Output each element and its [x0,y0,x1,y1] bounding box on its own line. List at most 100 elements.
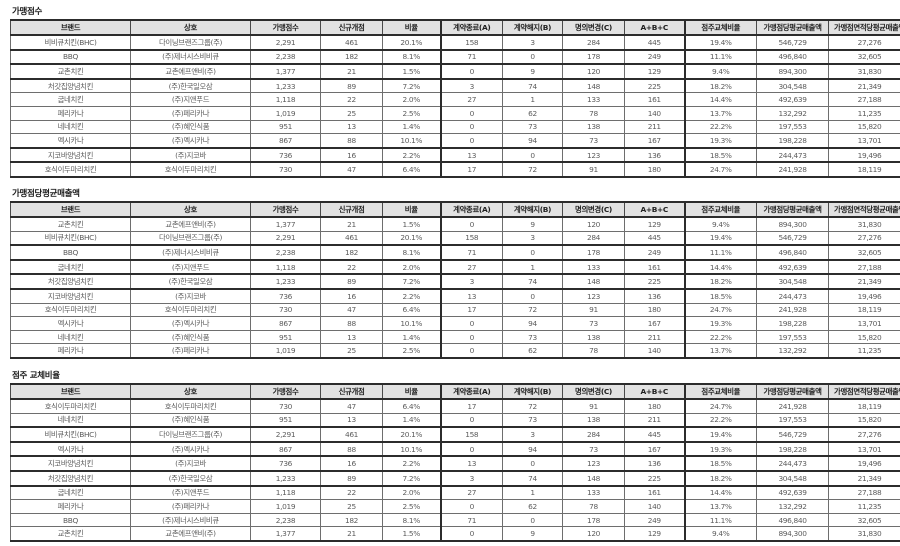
table-row[interactable]: BBQ (주)제너시스비비큐 2,238 182 8.1% 71 0 178 249 11.1% 4… [10,48,900,65]
cell-avg-sales: 492,639 [756,92,829,107]
col-header-ratio[interactable]: 비율 [382,19,441,36]
table-row[interactable]: 교촌치킨 교촌에프앤비(주) 1,377 21 1.5% 0 9 120 129 9.4% 894,… [10,526,900,542]
col-header-new-open[interactable]: 신규개점 [320,201,383,218]
table-row[interactable]: 페리카나 (주)페리카나 1,019 25 2.5% 0 62 78 140 13.7% 132,2… [10,499,900,514]
cell-contract-end: 3 [439,77,503,94]
cell-avg-sales-area: 32,605 [828,244,900,261]
table-row[interactable]: 교촌치킨 교촌에프앤비(주) 1,377 21 1.5% 0 9 120 129 9.4% 894,… [10,63,900,80]
table-row[interactable]: 호식이두마리치킨 호식이두마리치킨 730 47 6.4% 17 72 91 180 24.7% 2… [10,398,900,414]
table-row[interactable]: 네네치킨 (주)혜인식품 951 13 1.4% 0 73 138 211 22.2% 197,55… [10,329,900,345]
col-header-contract-end[interactable]: 계약종료(A) [439,383,503,400]
table-row[interactable]: 비비큐치킨(BHC) 다이닝브랜즈그룹(주) 2,291 461 20.1% 158 3 28… [10,230,900,246]
col-header-stores[interactable]: 가맹점수 [250,19,321,36]
cell-contract-end: 0 [439,343,503,359]
cell-contract-cancel: 62 [502,105,563,121]
table-row[interactable]: 네네치킨 (주)혜인식품 951 13 1.4% 0 73 138 211 22.2% 197,55… [10,119,900,135]
table-row[interactable]: BBQ (주)제너시스비비큐 2,238 182 8.1% 71 0 178 249 11.1% 4… [10,244,900,261]
cell-avg-sales-area: 11,235 [828,499,900,514]
cell-avg-sales-area: 19,496 [828,455,900,472]
table-row[interactable]: 호식이두마리치킨 호식이두마리치킨 730 47 6.4% 17 72 91 180 24.7% 2… [10,302,900,318]
col-header-contract-cancel[interactable]: 계약해지(B) [502,19,563,36]
table-row[interactable]: 멕시카나 (주)멕시카나 867 88 10.1% 0 94 73 167 19.3% 198,22… [10,440,900,457]
col-header-name-change[interactable]: 명의변경(C) [562,201,625,218]
cell-ratio: 2.2% [382,146,441,163]
cell-corp: 교촌에프앤비(주) [130,216,251,232]
col-header-owner-change-rate[interactable]: 점주교체비율 [684,201,757,218]
col-header-contract-end[interactable]: 계약종료(A) [439,19,503,36]
table-row[interactable]: 비비큐치킨(BHC) 다이닝브랜즈그룹(주) 2,291 461 20.1% 158 3 28… [10,34,900,51]
cell-avg-sales: 198,228 [756,316,829,331]
col-header-avg-sales[interactable]: 가맹점당평균매출액 [756,19,829,36]
table-row[interactable]: 멕시카나 (주)멕시카나 867 88 10.1% 0 94 73 167 19.3% 198,22… [10,316,900,331]
table-row[interactable]: 지코바양념치킨 (주)지코바 736 16 2.2% 13 0 123 136 18.5% 244,… [10,455,900,472]
cell-contract-cancel: 94 [502,133,563,149]
col-header-brand[interactable]: 브랜드 [10,19,131,36]
col-header-avg-sales-area[interactable]: 가맹점면적당평균매출액 [828,201,900,218]
col-header-contract-cancel[interactable]: 계약해지(B) [502,201,563,218]
table-row[interactable]: 교촌치킨 교촌에프앤비(주) 1,377 21 1.5% 0 9 120 129 9.4% 894,… [10,216,900,232]
table-row[interactable]: 굽네치킨 (주)지앤푸드 1,118 22 2.0% 27 1 133 161 14.4% 492,… [10,92,900,107]
table-row[interactable]: 굽네치킨 (주)지앤푸드 1,118 22 2.0% 27 1 133 161 14.4% 492,… [10,484,900,501]
col-header-owner-change-rate[interactable]: 점주교체비율 [684,19,757,36]
col-header-avg-sales-area[interactable]: 가맹점면적당평균매출액 [828,19,900,36]
table-row[interactable]: 처갓집양념치킨 (주)한국일오삼 1,233 89 7.2% 3 74 148 225 18.2%… [10,469,900,487]
col-header-name-change[interactable]: 명의변경(C) [562,19,625,36]
cell-new-open: 89 [320,469,383,487]
cell-contract-cancel: 73 [502,119,563,135]
cell-corp: (주)지코바 [130,287,251,304]
cell-sum-abc: 180 [624,302,686,318]
col-header-avg-sales[interactable]: 가맹점당평균매출액 [756,383,829,400]
col-header-stores[interactable]: 가맹점수 [250,383,321,400]
col-header-corp[interactable]: 상호 [130,201,251,218]
table-row[interactable]: 굽네치킨 (주)지앤푸드 1,118 22 2.0% 27 1 133 161 14.4% 492,… [10,258,900,275]
cell-new-open: 21 [320,526,383,542]
cell-sum-abc: 180 [624,398,686,414]
cell-contract-end: 0 [439,440,503,457]
col-header-ratio[interactable]: 비율 [382,383,441,400]
table-row[interactable]: 지코바양념치킨 (주)지코바 736 16 2.2% 13 0 123 136 18.5% 244,… [10,287,900,304]
col-header-corp[interactable]: 상호 [130,383,251,400]
cell-contract-cancel: 62 [502,499,563,514]
cell-ratio: 8.1% [382,48,441,65]
col-header-stores[interactable]: 가맹점수 [250,201,321,218]
cell-stores: 1,377 [250,216,321,232]
col-header-brand[interactable]: 브랜드 [10,201,131,218]
cell-sum-abc: 211 [624,412,686,428]
col-header-sum-abc[interactable]: A+B+C [624,19,686,36]
col-header-brand[interactable]: 브랜드 [10,383,131,400]
col-header-new-open[interactable]: 신규개점 [320,383,383,400]
col-header-contract-cancel[interactable]: 계약해지(B) [502,383,563,400]
col-header-name-change[interactable]: 명의변경(C) [562,383,625,400]
col-header-new-open[interactable]: 신규개점 [320,19,383,36]
cell-ratio: 2.0% [382,484,441,501]
cell-owner-change-rate: 14.4% [684,92,757,107]
table-row[interactable]: BBQ (주)제너시스비비큐 2,238 182 8.1% 71 0 178 249 11.1% 4… [10,512,900,528]
cell-stores: 867 [250,440,321,457]
table-row[interactable]: 호식이두마리치킨 호식이두마리치킨 730 47 6.4% 17 72 91 180 24.7% 2… [10,161,900,178]
table-row[interactable]: 네네치킨 (주)혜인식품 951 13 1.4% 0 73 138 211 22.2% 197,55… [10,412,900,428]
col-header-contract-end[interactable]: 계약종료(A) [439,201,503,218]
cell-ratio: 7.2% [382,77,441,94]
cell-ratio: 6.4% [382,161,441,178]
col-header-corp[interactable]: 상호 [130,19,251,36]
cell-contract-cancel: 74 [502,273,563,290]
cell-sum-abc: 225 [624,469,686,487]
table-row[interactable]: 지코바양념치킨 (주)지코바 736 16 2.2% 13 0 123 136 18.5% 244,… [10,146,900,163]
table-row[interactable]: 페리카나 (주)페리카나 1,019 25 2.5% 0 62 78 140 13.7% 132,2… [10,343,900,359]
col-header-avg-sales[interactable]: 가맹점당평균매출액 [756,201,829,218]
table-row[interactable]: 멕시카나 (주)멕시카나 867 88 10.1% 0 94 73 167 19.3% 198,22… [10,133,900,149]
cell-owner-change-rate: 9.4% [684,526,757,542]
table-row[interactable]: 처갓집양념치킨 (주)한국일오삼 1,233 89 7.2% 3 74 148 225 18.2%… [10,77,900,94]
table-row[interactable]: 페리카나 (주)페리카나 1,019 25 2.5% 0 62 78 140 13.7% 132,2… [10,105,900,121]
cell-corp: (주)지코바 [130,455,251,472]
table-row[interactable]: 처갓집양념치킨 (주)한국일오삼 1,233 89 7.2% 3 74 148 225 18.2%… [10,273,900,290]
col-header-sum-abc[interactable]: A+B+C [624,383,686,400]
cell-sum-abc: 445 [624,230,686,246]
col-header-sum-abc[interactable]: A+B+C [624,201,686,218]
cell-avg-sales: 132,292 [756,105,829,121]
col-header-avg-sales-area[interactable]: 가맹점면적당평균매출액 [828,383,900,400]
table-row[interactable]: 비비큐치킨(BHC) 다이닝브랜즈그룹(주) 2,291 461 20.1% 158 3 28… [10,426,900,443]
col-header-ratio[interactable]: 비율 [382,201,441,218]
cell-avg-sales-area: 32,605 [828,512,900,528]
col-header-owner-change-rate[interactable]: 점주교체비율 [684,383,757,400]
